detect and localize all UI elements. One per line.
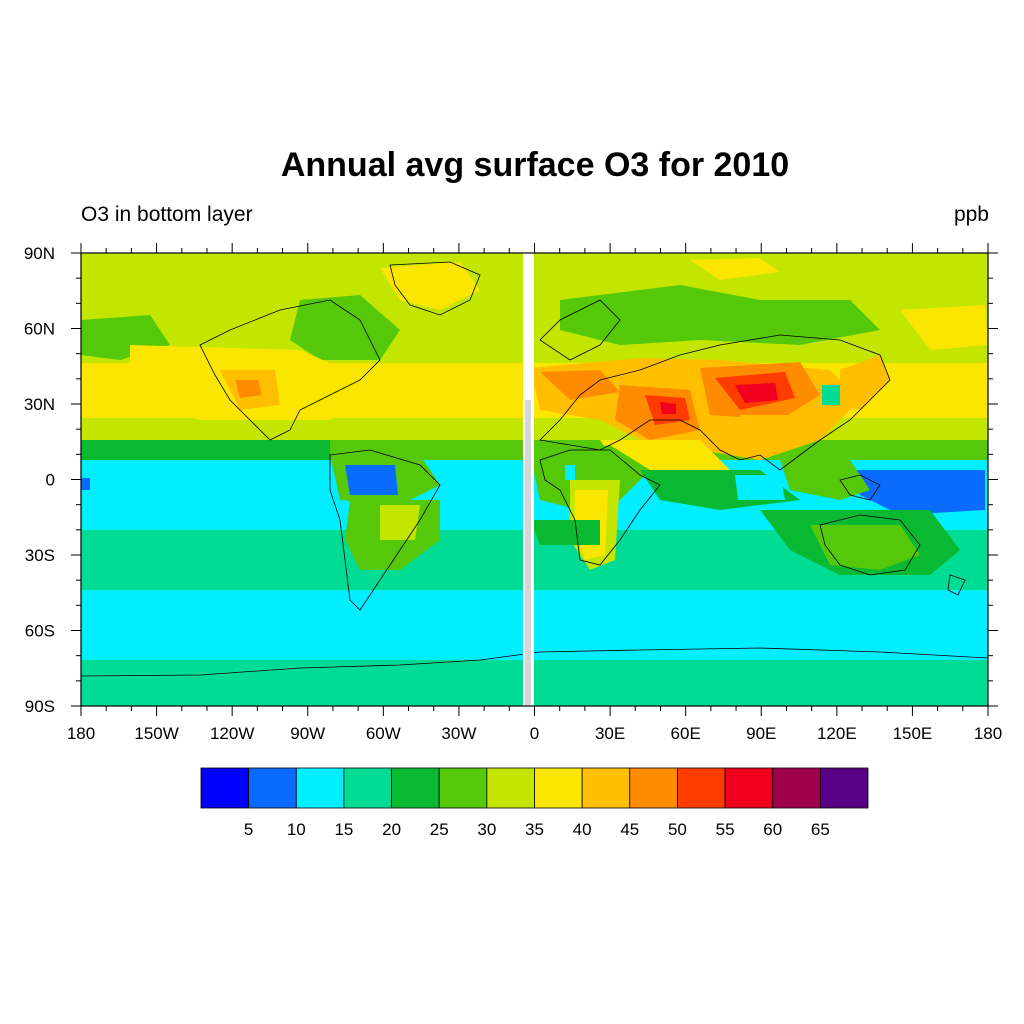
colorbar-label: 60	[763, 820, 782, 839]
colorbar-label: 50	[668, 820, 687, 839]
units-label: ppb	[953, 203, 989, 226]
colorbar-label: 40	[573, 820, 592, 839]
colorbar-swatch	[343, 767, 392, 809]
lat-tick-label: 0	[46, 471, 55, 490]
ozone-field	[81, 253, 988, 706]
colorbar-swatch	[391, 767, 440, 809]
lon-tick-label: 90E	[746, 724, 776, 743]
colorbar-swatch	[724, 767, 774, 809]
axis-ticks: 180 150W 120W 90W 60W 30W 0 30E 60E 90E 120E 150E 18…	[24, 243, 1002, 743]
lat-tick-label: 60N	[24, 320, 55, 339]
lon-tick-label: 180	[67, 724, 95, 743]
lon-tick-label: 30W	[441, 724, 476, 743]
colorbar-label: 55	[716, 820, 735, 839]
colorbar-swatch	[486, 767, 535, 809]
lon-tick-label: 90W	[290, 724, 325, 743]
lon-tick-label: 60W	[366, 724, 401, 743]
lat-tick-label: 90N	[24, 244, 55, 263]
colorbar: 5 10 15 20 25 30 35 40 45 50 55 60 65	[200, 767, 869, 839]
colorbar-swatch	[438, 767, 488, 809]
colorbar-swatch	[248, 767, 297, 809]
colorbar-swatch	[200, 767, 250, 809]
lat-tick-label: 90S	[25, 697, 55, 716]
colorbar-label: 65	[811, 820, 830, 839]
colorbar-label: 15	[334, 820, 353, 839]
colorbar-label: 30	[477, 820, 496, 839]
lon-tick-label: 150W	[134, 724, 178, 743]
lon-tick-label: 120E	[817, 724, 857, 743]
colorbar-label: 5	[244, 820, 253, 839]
colorbar-label: 45	[620, 820, 639, 839]
lon-tick-label: 60E	[671, 724, 701, 743]
colorbar-swatch	[772, 767, 821, 809]
map-subtitle: O3 in bottom layer	[81, 203, 253, 226]
lat-tick-label: 60S	[25, 622, 55, 641]
colorbar-swatch	[677, 767, 726, 809]
colorbar-swatch	[295, 767, 345, 809]
coastlines	[81, 261, 988, 677]
colorbar-label: 10	[287, 820, 306, 839]
colorbar-label: 20	[382, 820, 401, 839]
lon-tick-label: 150E	[893, 724, 933, 743]
colorbar-swatch	[534, 767, 583, 809]
lat-tick-label: 30N	[24, 395, 55, 414]
lon-tick-label: 180	[974, 724, 1002, 743]
data-gap-shade	[525, 400, 531, 706]
colorbar-swatch	[819, 767, 869, 809]
lon-tick-label: 120W	[210, 724, 254, 743]
colorbar-label: 25	[430, 820, 449, 839]
colorbar-swatch	[629, 767, 678, 809]
lon-tick-label: 0	[530, 724, 539, 743]
colorbar-label: 35	[525, 820, 544, 839]
lon-tick-label: 30E	[595, 724, 625, 743]
colorbar-swatch	[581, 767, 631, 809]
map-title: Annual avg surface O3 for 2010	[280, 146, 790, 184]
lat-tick-label: 30S	[25, 546, 55, 565]
